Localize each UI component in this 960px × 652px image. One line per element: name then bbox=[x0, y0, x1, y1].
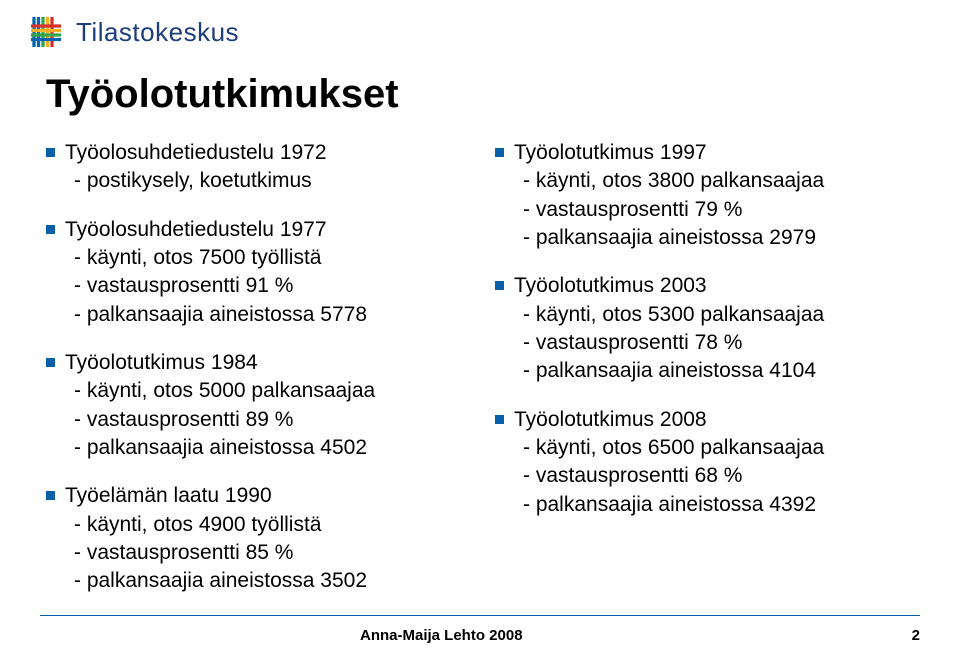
item-subline: - käynti, otos 6500 palkansaajaa bbox=[495, 434, 920, 462]
footer-page: 2 bbox=[912, 627, 920, 644]
logo-text: Tilastokeskus bbox=[76, 17, 239, 48]
item-title: Työolosuhdetiedustelu 1972 bbox=[65, 139, 327, 167]
item-subline: - palkansaajia aineistossa 4104 bbox=[495, 357, 920, 385]
item-subline: - postikysely, koetutkimus bbox=[46, 167, 471, 195]
item-subline: - vastausprosentti 78 % bbox=[495, 329, 920, 357]
slide-title: Työolotutkimukset bbox=[46, 72, 920, 117]
item-header: Työolosuhdetiedustelu 1977 bbox=[46, 216, 471, 244]
footer: Anna-Maija Lehto 2008 2 bbox=[0, 627, 960, 644]
footer-divider bbox=[40, 615, 920, 616]
square-bullet-icon bbox=[495, 415, 504, 424]
list-item: Työolosuhdetiedustelu 1977- käynti, otos… bbox=[46, 216, 471, 329]
item-title: Työolotutkimus 1997 bbox=[514, 139, 707, 167]
item-subline: - palkansaajia aineistossa 4502 bbox=[46, 434, 471, 462]
item-title: Työolotutkimus 2003 bbox=[514, 272, 707, 300]
square-bullet-icon bbox=[495, 148, 504, 157]
square-bullet-icon bbox=[46, 225, 55, 234]
list-item: Työolotutkimus 1997- käynti, otos 3800 p… bbox=[495, 139, 920, 252]
content-columns: Työolosuhdetiedustelu 1972- postikysely,… bbox=[46, 139, 920, 616]
slide: Tilastokeskus Työolotutkimukset Työolosu… bbox=[0, 0, 960, 652]
right-column: Työolotutkimus 1997- käynti, otos 3800 p… bbox=[489, 139, 920, 616]
logo: Tilastokeskus bbox=[28, 14, 239, 50]
item-subline: - vastausprosentti 89 % bbox=[46, 406, 471, 434]
list-item: Työolotutkimus 2008- käynti, otos 6500 p… bbox=[495, 406, 920, 519]
item-subline: - käynti, otos 7500 työllistä bbox=[46, 244, 471, 272]
list-item: Työolotutkimus 2003- käynti, otos 5300 p… bbox=[495, 272, 920, 385]
list-item: Työolosuhdetiedustelu 1972- postikysely,… bbox=[46, 139, 471, 196]
item-title: Työolotutkimus 1984 bbox=[65, 349, 258, 377]
square-bullet-icon bbox=[46, 491, 55, 500]
item-header: Työolotutkimus 2008 bbox=[495, 406, 920, 434]
item-subline: - käynti, otos 5300 palkansaajaa bbox=[495, 301, 920, 329]
item-header: Työolotutkimus 2003 bbox=[495, 272, 920, 300]
item-header: Työolosuhdetiedustelu 1972 bbox=[46, 139, 471, 167]
logo-mark bbox=[28, 14, 64, 50]
square-bullet-icon bbox=[46, 358, 55, 367]
square-bullet-icon bbox=[495, 281, 504, 290]
item-subline: - palkansaajia aineistossa 4392 bbox=[495, 491, 920, 519]
item-subline: - käynti, otos 3800 palkansaajaa bbox=[495, 167, 920, 195]
list-item: Työolotutkimus 1984- käynti, otos 5000 p… bbox=[46, 349, 471, 462]
item-header: Työelämän laatu 1990 bbox=[46, 482, 471, 510]
item-subline: - palkansaajia aineistossa 2979 bbox=[495, 224, 920, 252]
item-subline: - palkansaajia aineistossa 5778 bbox=[46, 301, 471, 329]
item-subline: - käynti, otos 5000 palkansaajaa bbox=[46, 377, 471, 405]
item-title: Työelämän laatu 1990 bbox=[65, 482, 272, 510]
footer-author: Anna-Maija Lehto 2008 bbox=[360, 627, 523, 644]
item-title: Työolotutkimus 2008 bbox=[514, 406, 707, 434]
item-subline: - vastausprosentti 79 % bbox=[495, 196, 920, 224]
item-subline: - vastausprosentti 68 % bbox=[495, 462, 920, 490]
square-bullet-icon bbox=[46, 148, 55, 157]
item-header: Työolotutkimus 1984 bbox=[46, 349, 471, 377]
item-subline: - käynti, otos 4900 työllistä bbox=[46, 511, 471, 539]
list-item: Työelämän laatu 1990- käynti, otos 4900 … bbox=[46, 482, 471, 595]
item-header: Työolotutkimus 1997 bbox=[495, 139, 920, 167]
item-title: Työolosuhdetiedustelu 1977 bbox=[65, 216, 327, 244]
item-subline: - vastausprosentti 85 % bbox=[46, 539, 471, 567]
left-column: Työolosuhdetiedustelu 1972- postikysely,… bbox=[46, 139, 489, 616]
item-subline: - vastausprosentti 91 % bbox=[46, 272, 471, 300]
item-subline: - palkansaajia aineistossa 3502 bbox=[46, 567, 471, 595]
